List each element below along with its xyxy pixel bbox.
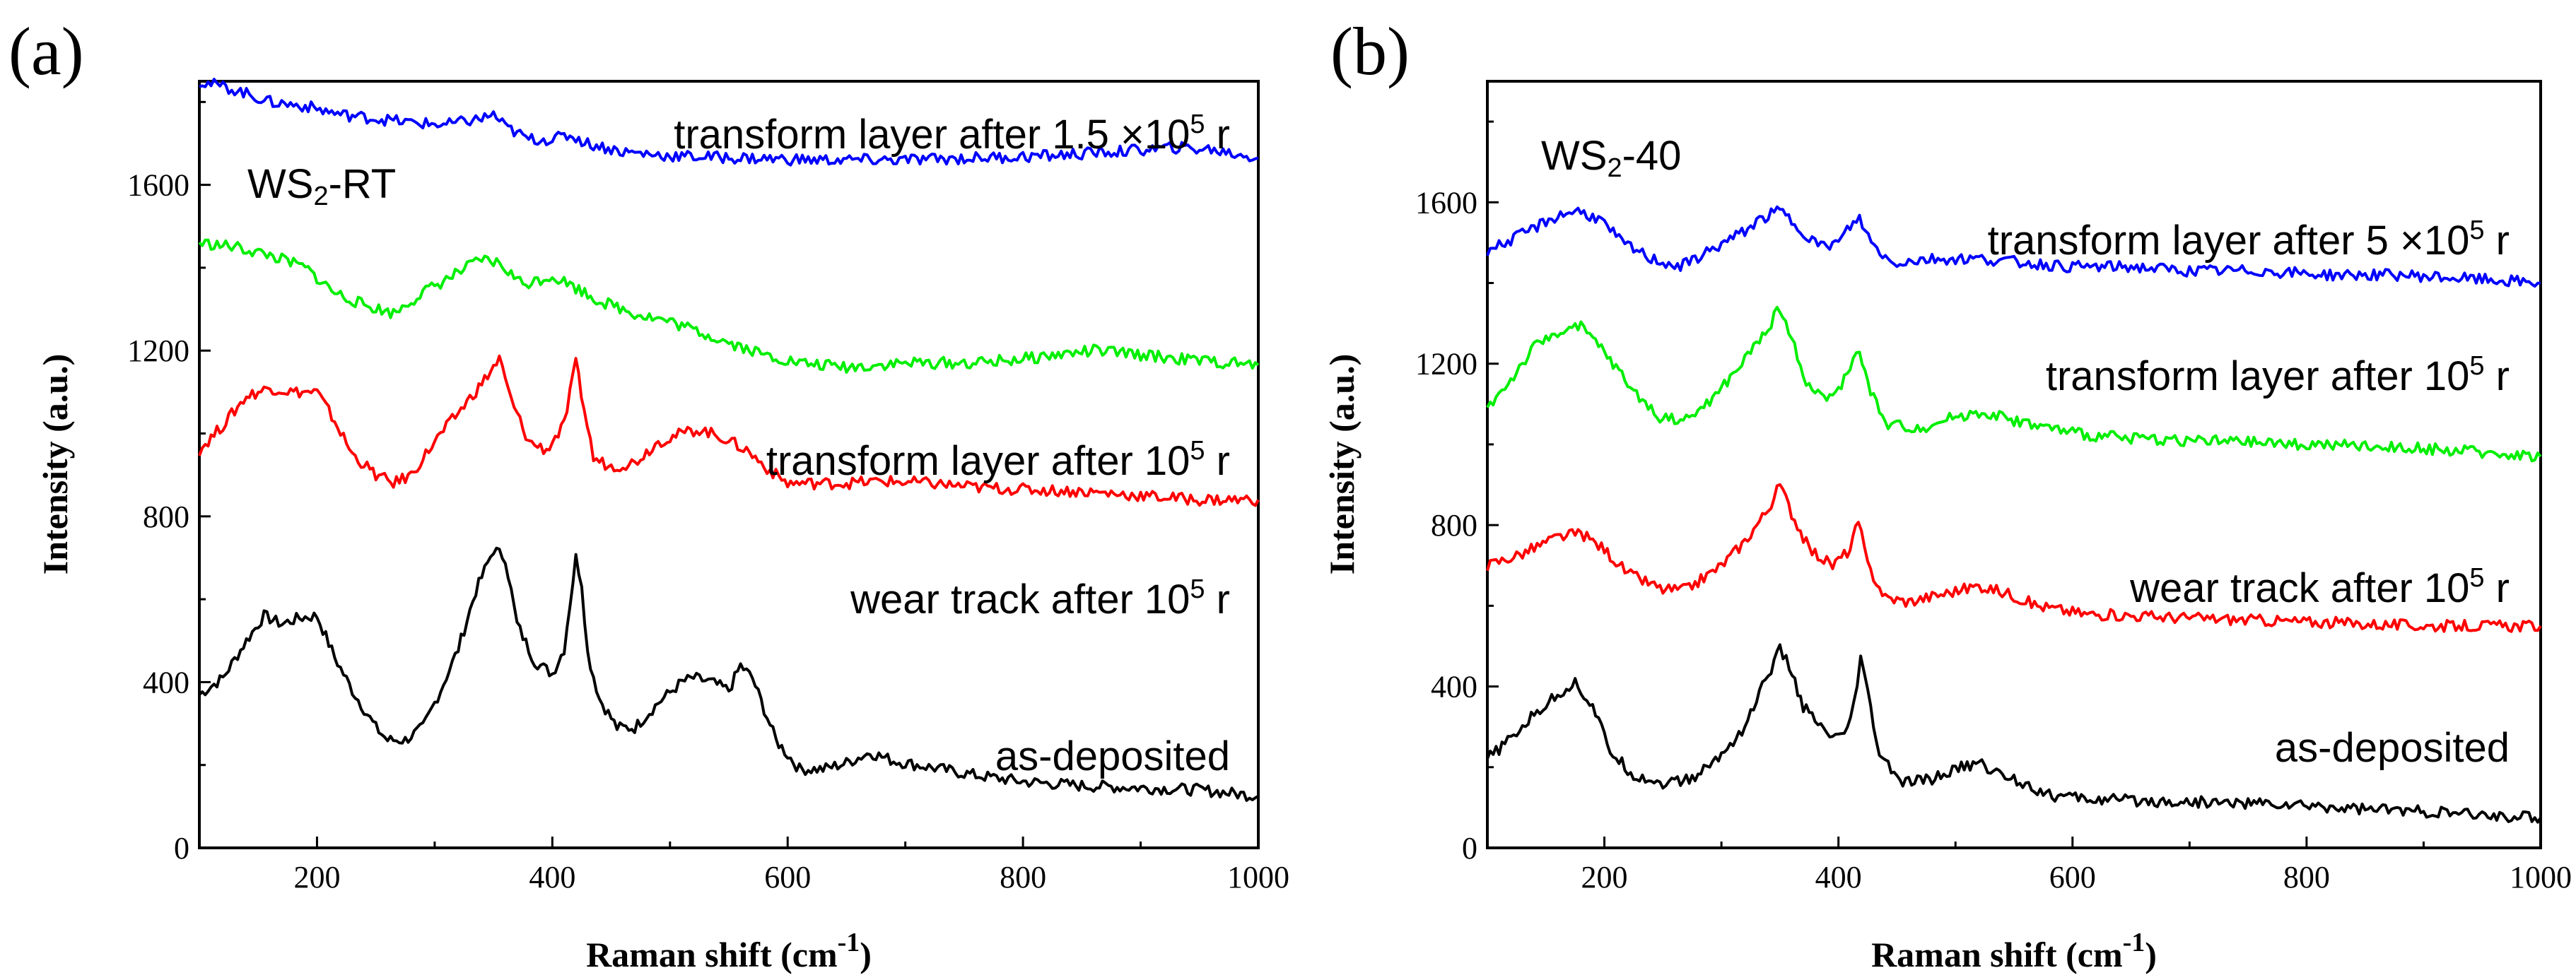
panel-a-series-label-3: transform layer after 105 r (766, 436, 1230, 484)
panel-b-series-labels: as-deposited wear track after 105 r transf… (1988, 216, 2510, 771)
panel-b-series-label-2: wear track after 105 r (2129, 563, 2510, 611)
panel-b-y-tick-label: 0 (1462, 831, 1477, 866)
panel-a-series (198, 78, 1260, 802)
panel-a-series-line-4 (199, 78, 1259, 167)
panel-b-x-tick-label: 1000 (2510, 860, 2572, 895)
panel-b-sample-label: WS2-40 (1541, 133, 1681, 183)
panel-a-series-label-1: as-deposited (995, 733, 1230, 779)
panel-b-series-label-4: transform layer after 5 ×105 r (1988, 216, 2510, 264)
panel-b-y-axis-title: Intensity (a.u.) (1322, 354, 1362, 575)
panel-a-series-label-4: transform layer after 1.5 ×105 r (674, 110, 1230, 158)
panel-b: (b) 200 400 600 800 1000 0 400 800 1200 1600 as-d… (1322, 13, 2572, 974)
panel-a-series-line-3 (198, 238, 1260, 374)
panel-a-x-tick-label: 1000 (1227, 860, 1289, 895)
panel-b-x-tick-label: 600 (2049, 860, 2096, 895)
panel-a-y-tick-label: 1600 (127, 168, 189, 203)
panel-a-y-tick-label: 0 (174, 831, 189, 866)
panel-a-x-tick-label: 600 (764, 860, 811, 895)
panel-b-label: (b) (1330, 13, 1410, 89)
panel-b-series-line-3 (1486, 305, 2542, 463)
panel-a-y-tick-label: 1200 (127, 333, 189, 368)
panel-b-y-tick-label: 1200 (1415, 347, 1477, 382)
panel-a-y-tick-label: 400 (143, 665, 189, 699)
panel-b-y-tick-label: 1600 (1415, 185, 1477, 220)
panel-a-series-line-2 (198, 354, 1260, 507)
panel-a-x-axis-title: Raman shift (cm-1) (586, 928, 872, 974)
panel-a-series-label-2: wear track after 105 r (850, 574, 1230, 622)
panel-b-x-tick-label: 800 (2283, 860, 2330, 895)
panel-a: (a) 200 400 600 800 1000 0 400 800 1200 1600 as-d… (8, 13, 1289, 974)
panel-b-series-label-1: as-deposited (2275, 725, 2510, 771)
panel-b-plot-frame (1486, 80, 2542, 849)
panel-b-series (1486, 205, 2542, 824)
panel-a-x-tick-label: 800 (1000, 860, 1046, 895)
panel-b-series-line-2 (1486, 483, 2542, 633)
panel-b-series-label-3: transform layer after 105 r (2046, 351, 2510, 399)
panel-b-series-line-4 (1486, 205, 2541, 288)
panel-a-x-tick-label: 200 (293, 860, 340, 895)
panel-a-series-labels: as-deposited wear track after 105 r transf… (674, 110, 1230, 779)
panel-a-series-line-1 (198, 546, 1259, 802)
panel-a-ticks: 200 400 600 800 1000 0 400 800 1200 1600 (127, 100, 1289, 895)
panel-a-y-tick-label: 800 (143, 500, 189, 534)
panel-a-plot-frame (198, 80, 1260, 849)
panel-b-y-tick-label: 400 (1431, 670, 1477, 704)
panel-b-ticks: 200 400 600 800 1000 0 400 800 1200 1600 (1415, 120, 2572, 895)
panel-a-sample-label: WS2-RT (247, 161, 396, 211)
panel-b-y-tick-label: 800 (1431, 508, 1477, 543)
panel-b-x-tick-label: 400 (1815, 860, 1862, 895)
panel-b-series-line-1 (1486, 643, 2542, 824)
panel-a-x-tick-label: 400 (529, 860, 575, 895)
panel-a-label: (a) (8, 13, 84, 89)
panel-a-y-axis-title: Intensity (a.u.) (35, 354, 75, 575)
panel-b-x-tick-label: 200 (1581, 860, 1628, 895)
panel-b-x-axis-title: Raman shift (cm-1) (1871, 928, 2157, 974)
